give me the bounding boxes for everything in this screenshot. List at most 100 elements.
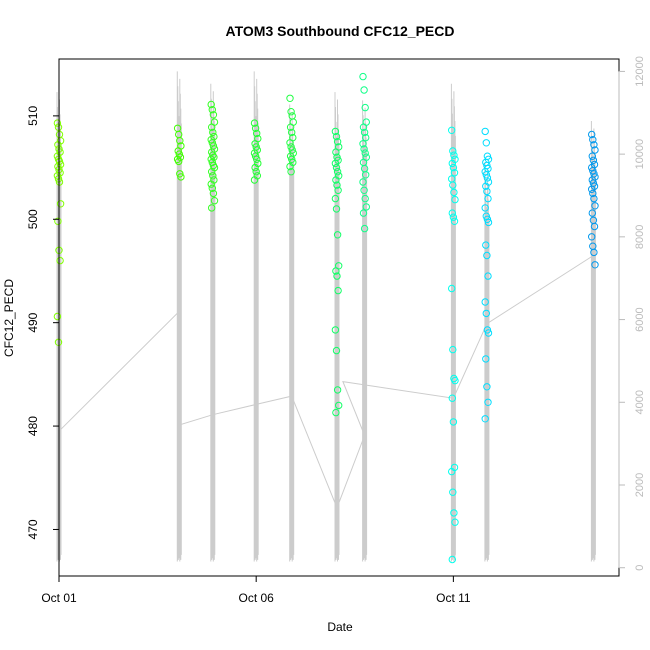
data-point [359,140,367,148]
data-point [253,129,261,138]
data-point [482,212,490,220]
data-point [448,284,456,293]
data-point [588,152,596,160]
secondary-spike [450,83,456,562]
y2-tick-label: 8000 [634,225,646,249]
data-point [451,376,459,385]
data-point [250,119,259,127]
data-point [450,509,458,517]
data-point [251,140,259,148]
data-point [448,209,456,217]
data-point [591,146,599,154]
data-point [209,128,217,137]
data-point [484,218,493,227]
data-point [207,136,215,144]
data-point [332,205,341,213]
data-point [251,163,259,172]
data-point [333,168,342,176]
secondary-spike [362,100,368,562]
data-point [56,200,65,208]
data-point [483,174,492,182]
data-point [591,202,599,210]
data-point [590,222,599,231]
data-point [251,152,260,160]
data-point [481,168,489,176]
data-point [361,149,369,157]
data-point [482,182,490,190]
axes-layer: 470 480 490 500 510 Oct 01 Oct 06 Oct 11 0 2000 40… [26,56,646,605]
data-point [360,224,369,233]
data-point [208,204,216,212]
data-point [483,215,492,224]
data-point [332,148,340,156]
data-point [450,151,458,159]
data-point [286,94,294,103]
data-point [362,203,370,211]
data-point [174,147,182,155]
data-point [359,123,368,131]
data-point [176,137,184,145]
data-point [482,139,490,147]
y-tick-label: 500 [26,209,40,229]
data-point [251,124,260,133]
data-point [588,185,596,194]
data-point [287,168,295,176]
data-point [332,267,340,275]
x-tick-label: Oct 11 [436,591,471,605]
data-point [209,172,217,180]
y2-tick-label: 4000 [634,390,646,414]
data-point [449,418,458,426]
data-point [448,159,456,168]
data-point [334,186,342,195]
data-point [207,155,215,164]
data-point [333,138,342,146]
data-point [209,189,218,198]
data-point [448,555,456,564]
data-point [360,186,368,195]
data-point [208,168,216,176]
secondary-spike [253,71,259,562]
data-point [54,141,62,149]
data-point [590,194,598,203]
data-point [208,123,216,131]
y-axis-label: CFC12_PECD [2,279,16,357]
x-tick-label: Oct 06 [239,591,275,605]
data-point [54,217,62,226]
x-axis-label: Date [327,620,353,634]
data-point [208,184,217,193]
data-point [286,123,295,131]
data-point [449,163,458,172]
data-point [449,147,457,155]
data-point [482,355,490,363]
data-point [483,251,491,260]
data-point [483,187,491,196]
data-point [481,298,489,306]
data-point [288,128,296,137]
data-point [332,346,341,355]
data-point [287,108,295,116]
data-point [333,272,341,280]
x-tick-label: Oct 01 [41,591,77,605]
scatter-points-layer [53,72,599,564]
y2-tick-label: 10000 [634,139,646,170]
data-point [589,189,597,198]
data-point [208,139,217,147]
data-point [360,86,368,94]
data-point [451,518,459,526]
secondary-series-layer [56,71,596,562]
data-point [331,326,340,334]
data-point [588,130,596,139]
data-point [360,128,369,137]
data-point [287,143,295,151]
data-point [361,103,369,112]
data-point [250,176,259,184]
data-point [286,139,294,147]
data-point [333,181,341,189]
data-point [590,248,598,257]
data-point [483,326,492,334]
data-point [252,168,260,176]
y2-tick-label: 12000 [634,56,646,87]
data-point [449,213,458,221]
data-point [54,162,62,171]
